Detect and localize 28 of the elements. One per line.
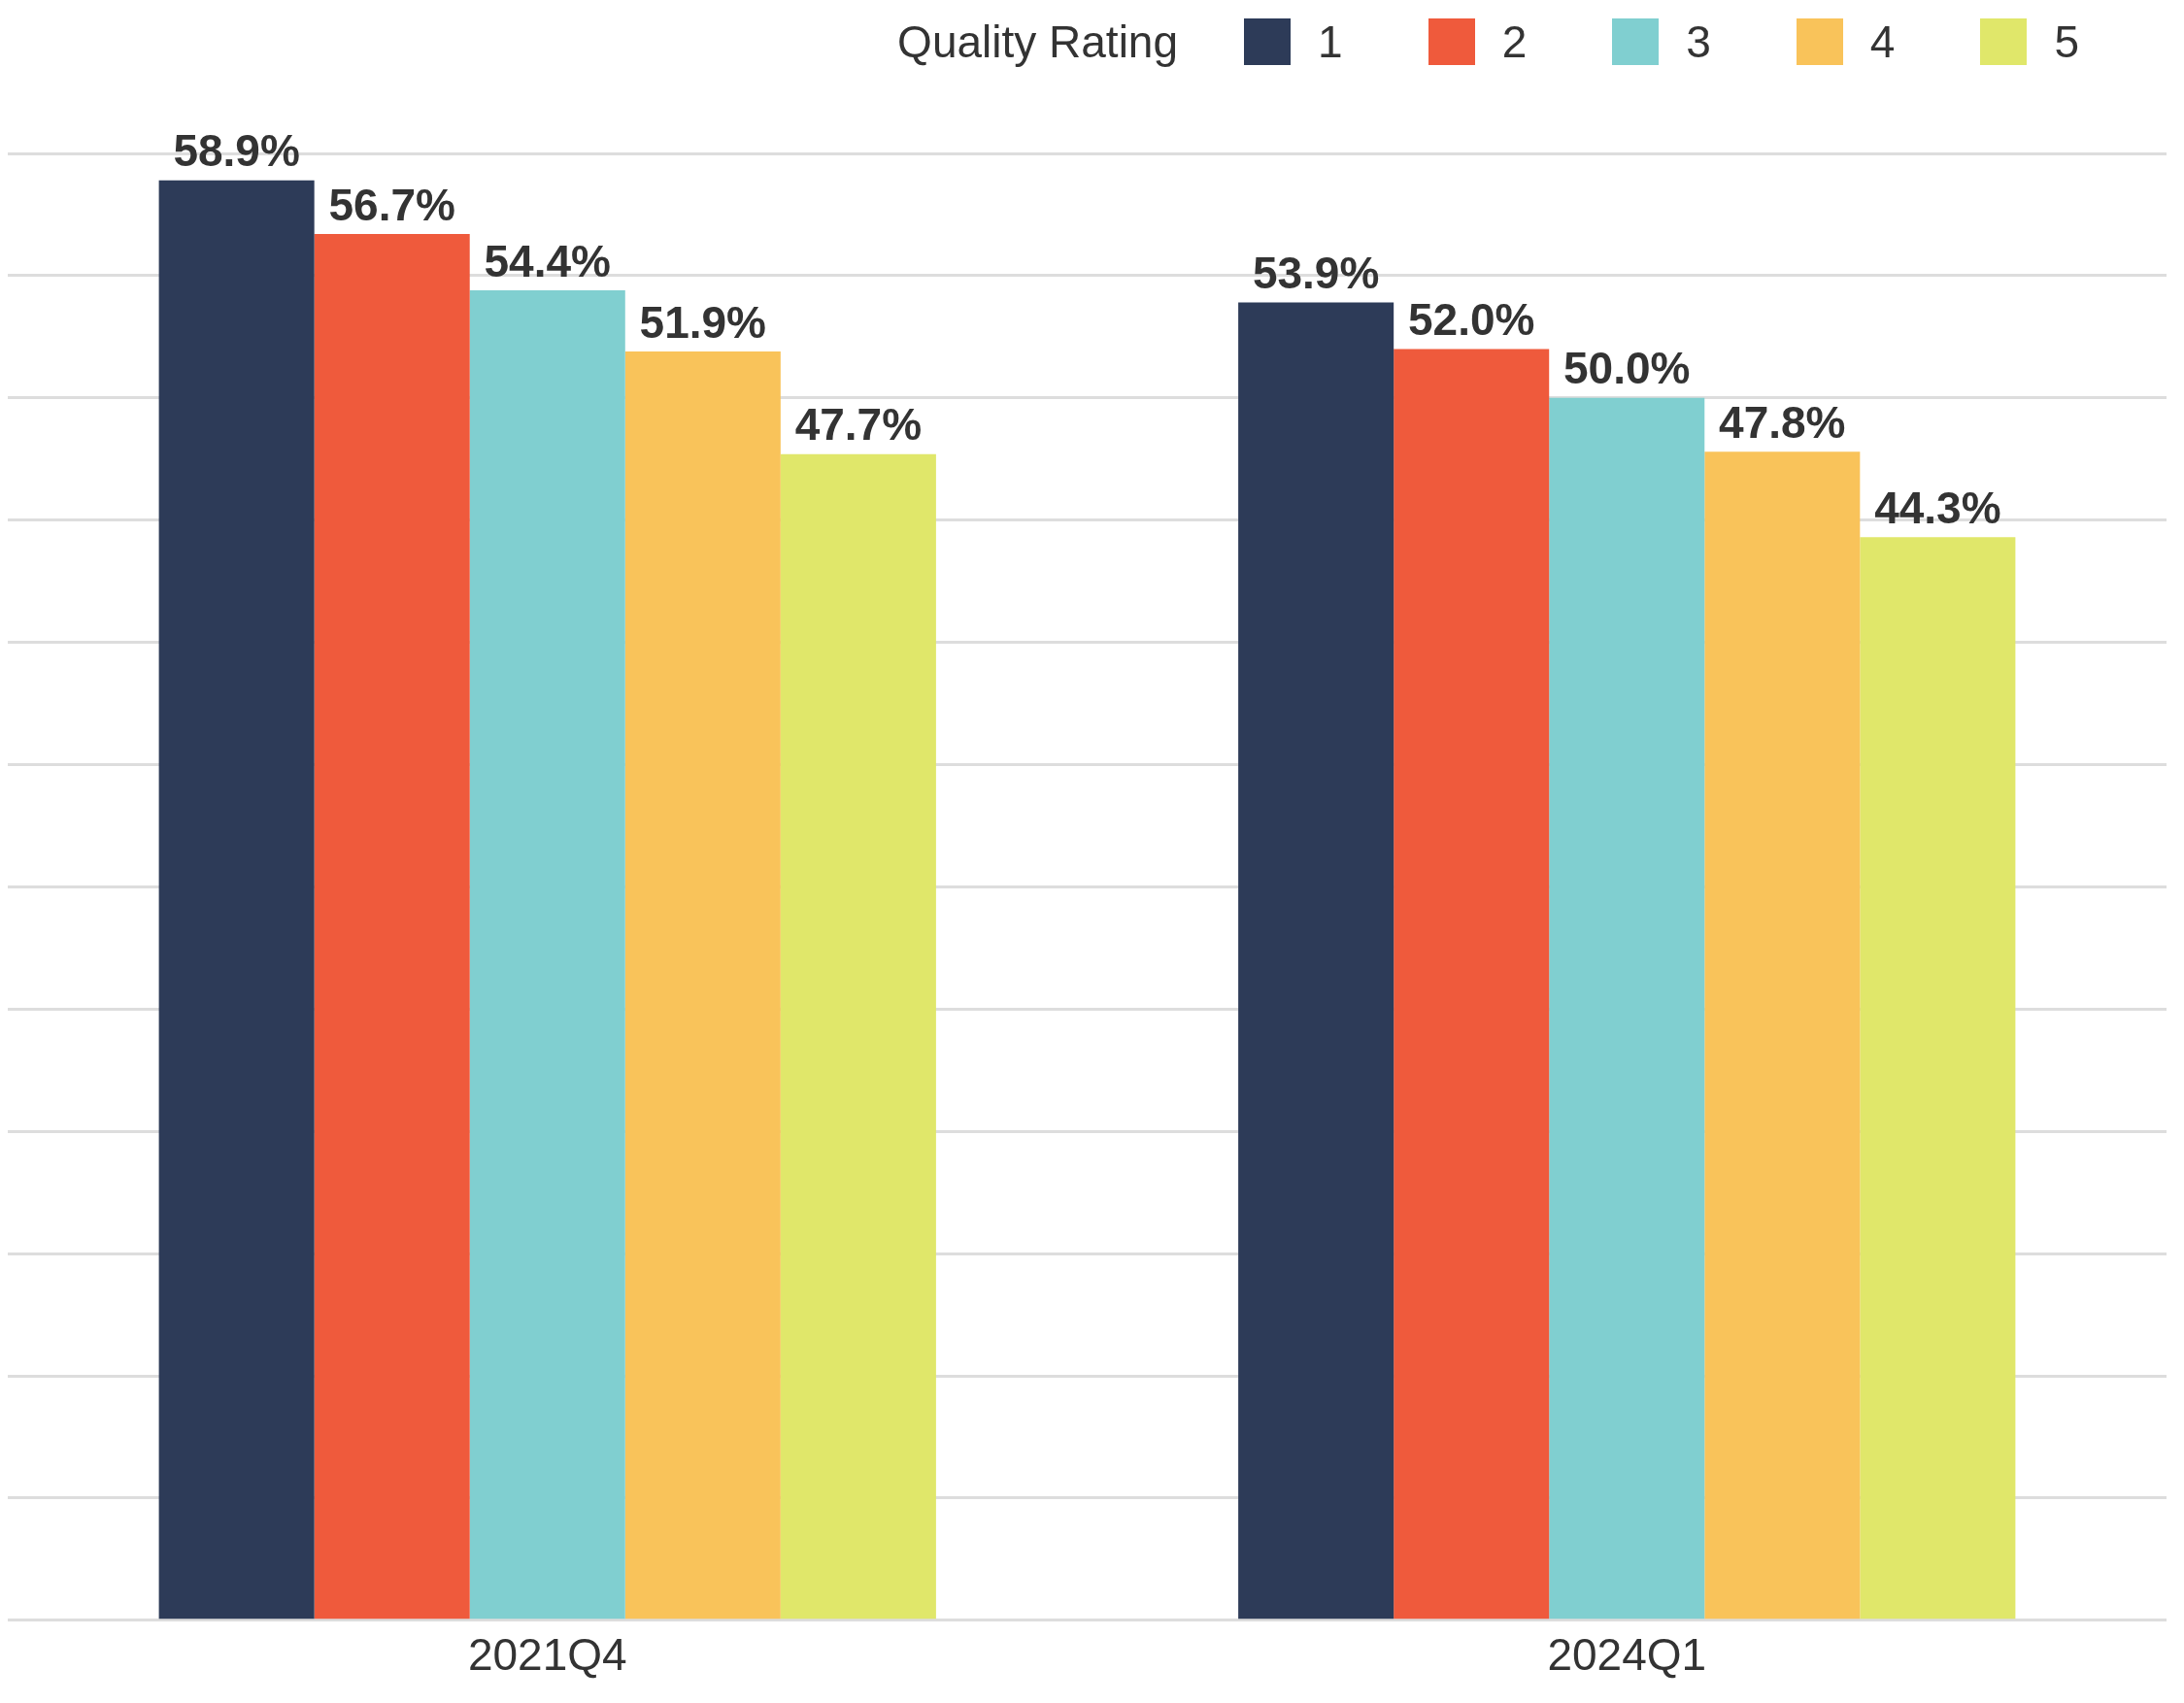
bar bbox=[1860, 537, 2016, 1620]
bar bbox=[158, 180, 315, 1620]
data-label: 50.0% bbox=[1563, 343, 1691, 394]
data-label: 56.7% bbox=[328, 179, 455, 230]
data-label: 54.4% bbox=[484, 235, 611, 286]
data-label: 47.8% bbox=[1719, 396, 1846, 448]
bar bbox=[1394, 349, 1550, 1620]
legend-label: 2 bbox=[1501, 16, 1528, 68]
data-label: 58.9% bbox=[173, 125, 300, 177]
legend-label: 5 bbox=[2054, 16, 2079, 68]
legend-label: 3 bbox=[1686, 16, 1711, 68]
data-label: 47.7% bbox=[794, 399, 923, 451]
data-label: 52.0% bbox=[1407, 294, 1535, 346]
legend-label: 1 bbox=[1318, 16, 1343, 68]
bar bbox=[314, 234, 470, 1620]
legend-title: Quality Rating bbox=[897, 16, 1179, 68]
bar bbox=[469, 290, 625, 1620]
bar bbox=[1704, 451, 1861, 1620]
data-label: 44.3% bbox=[1874, 483, 2001, 534]
bar bbox=[780, 453, 936, 1620]
bar bbox=[1549, 397, 1705, 1620]
bar bbox=[624, 351, 781, 1620]
data-label: 53.9% bbox=[1252, 248, 1380, 299]
data-label: 51.9% bbox=[639, 296, 767, 348]
legend-label: 4 bbox=[1869, 16, 1896, 68]
x-tick-label: 2024Q1 bbox=[1547, 1629, 1707, 1681]
x-tick-label: 2021Q4 bbox=[467, 1629, 627, 1681]
bar bbox=[1238, 302, 1394, 1620]
